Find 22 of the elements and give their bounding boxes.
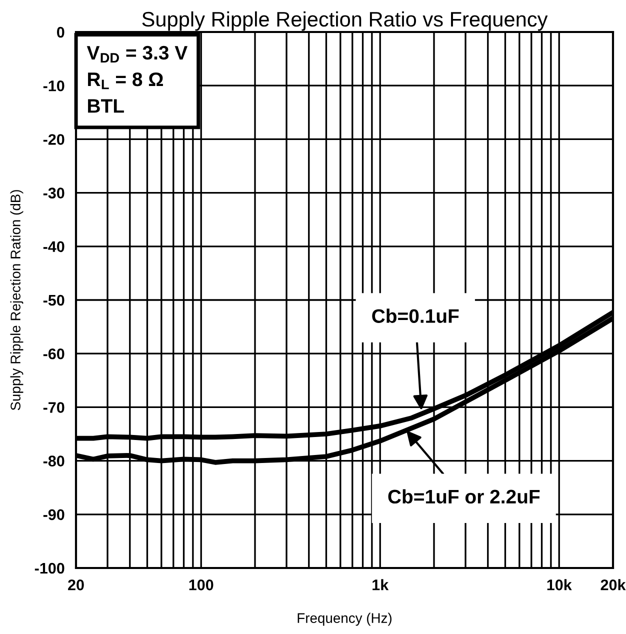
y-tick-label: -70 bbox=[43, 402, 64, 413]
y-tick-label: -10 bbox=[43, 80, 64, 92]
x-tick-label: 1k bbox=[372, 579, 389, 590]
x-axis-title: Frequency (Hz) bbox=[298, 612, 392, 626]
text: V$_{DD}$ = 3.3 V R$_{L}$ = 8 Ω BTL bbox=[86, 46, 188, 113]
x-tick-label: 10k bbox=[547, 579, 572, 590]
x-tick-label: 100 bbox=[189, 580, 214, 590]
x-tick-label: 20k bbox=[600, 579, 626, 590]
y-tick-label: -20 bbox=[43, 134, 64, 145]
annotation: Cb=1uF or 2.2uF bbox=[388, 489, 540, 504]
y-tick-label: -100 bbox=[34, 562, 64, 574]
x-tick-label: 20 bbox=[68, 580, 84, 590]
y-tick-label: -40 bbox=[43, 241, 64, 252]
y-tick-label: 0 bbox=[56, 26, 64, 38]
y-tick-label: -80 bbox=[43, 456, 64, 466]
annotation: Cb=0.1uF bbox=[372, 308, 459, 323]
y-tick-label: -30 bbox=[43, 188, 64, 199]
y-tick-label: -60 bbox=[43, 348, 64, 360]
y-tick-label: -90 bbox=[43, 509, 64, 520]
y-tick-label: -50 bbox=[43, 294, 64, 306]
y-axis-title: Supply Ripple Rejection Ration (dB) bbox=[10, 190, 24, 410]
chart-title: Supply Ripple Rejection Ratio vs Frequency bbox=[142, 11, 548, 31]
